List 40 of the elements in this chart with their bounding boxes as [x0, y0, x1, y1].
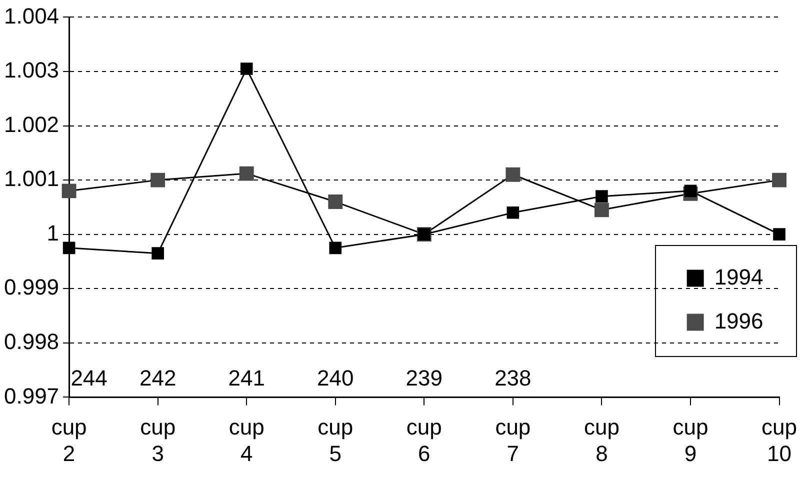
y-tick-label: 0.998 — [4, 328, 60, 354]
point — [328, 194, 343, 209]
x-tick-label: cup 9 — [672, 414, 708, 466]
point — [62, 184, 76, 198]
x-tick-label: cup 4 — [228, 414, 264, 466]
annotation: 238 — [494, 365, 532, 390]
point — [596, 190, 608, 202]
annotation: 239 — [406, 365, 443, 390]
point — [772, 172, 786, 188]
y-tick-label: 1.002 — [4, 112, 60, 137]
x-tick-label: cup 7 — [495, 414, 531, 466]
point — [684, 184, 697, 198]
x-tick-label: cup 10 — [762, 414, 798, 466]
point — [152, 247, 164, 260]
y-tick-label: 1.004 — [4, 3, 60, 28]
y-tick-label: 1.001 — [4, 166, 60, 192]
point — [240, 62, 253, 75]
point — [62, 242, 76, 254]
legend-label: 1994 — [714, 264, 764, 290]
y-tick-label: 1.003 — [4, 58, 60, 83]
x-tick-label: cup 2 — [51, 414, 87, 466]
annotation: 244 — [70, 365, 108, 390]
y-tick-label: 0.997 — [4, 383, 60, 408]
x-tick-label: cup 6 — [406, 414, 442, 466]
y-tick-label: 1 — [46, 220, 60, 246]
x-tick-label: cup 8 — [584, 414, 620, 466]
point — [594, 202, 609, 218]
annotation: 241 — [228, 365, 265, 390]
point — [506, 206, 520, 219]
annotation: 240 — [317, 365, 354, 390]
x-tick-label: cup 5 — [318, 414, 354, 466]
annotation: 242 — [139, 365, 176, 390]
point — [150, 172, 166, 188]
point — [329, 242, 342, 254]
y-tick-label: 0.999 — [4, 274, 60, 300]
x-tick-label: cup 3 — [140, 414, 176, 466]
point — [506, 167, 520, 182]
point — [773, 228, 786, 240]
point — [239, 166, 254, 181]
legend-label: 1996 — [714, 308, 764, 334]
